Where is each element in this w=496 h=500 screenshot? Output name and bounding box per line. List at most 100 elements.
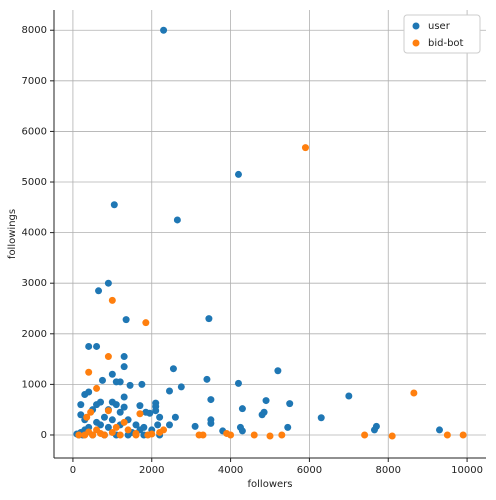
point <box>266 432 274 440</box>
legend-label: bid-bot <box>428 38 464 49</box>
point <box>83 413 91 421</box>
point <box>173 216 181 224</box>
point <box>146 409 154 417</box>
point <box>160 26 168 34</box>
y-axis-label: followings <box>7 209 18 259</box>
x-tick-label: 2000 <box>139 465 164 476</box>
point <box>126 381 134 389</box>
point <box>108 428 116 436</box>
point <box>238 405 246 413</box>
y-tick-label: 6000 <box>22 126 47 137</box>
point <box>156 413 164 421</box>
point <box>177 383 185 391</box>
point <box>132 429 140 437</box>
point <box>142 319 150 327</box>
point <box>120 363 128 371</box>
x-tick-label: 0 <box>70 465 76 476</box>
point <box>110 201 118 209</box>
point <box>93 384 101 392</box>
point <box>85 342 93 350</box>
point <box>171 413 179 421</box>
legend-box <box>403 14 481 54</box>
point <box>140 423 148 431</box>
y-tick-label: 0 <box>41 430 47 441</box>
point <box>93 342 101 350</box>
point <box>124 431 132 439</box>
point <box>85 428 93 436</box>
y-tick-label: 2000 <box>22 329 47 340</box>
point <box>108 370 116 378</box>
point <box>138 380 146 388</box>
x-tick-label: 4000 <box>218 465 243 476</box>
point <box>152 407 160 415</box>
point <box>112 378 120 386</box>
x-axis-label: followers <box>248 479 293 490</box>
legend-marker <box>412 39 420 47</box>
point <box>227 431 235 439</box>
point <box>345 392 353 400</box>
y-tick-label: 8000 <box>22 25 47 36</box>
point <box>205 315 213 323</box>
point <box>95 287 103 295</box>
point <box>136 402 144 410</box>
point <box>165 421 173 429</box>
point <box>77 401 85 409</box>
point <box>108 416 116 424</box>
point <box>370 426 378 434</box>
point <box>81 391 89 399</box>
point <box>100 413 108 421</box>
point <box>104 407 112 415</box>
point <box>234 170 242 178</box>
point <box>156 428 164 436</box>
point <box>459 431 467 439</box>
point <box>443 431 451 439</box>
point <box>124 426 132 434</box>
point <box>136 410 144 418</box>
point <box>120 418 128 426</box>
point <box>199 431 207 439</box>
point <box>388 432 396 440</box>
point <box>165 387 173 395</box>
point <box>169 365 177 373</box>
point <box>148 430 156 438</box>
point <box>207 396 215 404</box>
point <box>116 431 124 439</box>
x-tick-label: 10000 <box>451 465 483 476</box>
point <box>104 353 112 361</box>
point <box>93 418 101 426</box>
point <box>112 423 120 431</box>
y-tick-label: 4000 <box>22 228 47 239</box>
point <box>410 389 418 397</box>
point <box>238 427 246 435</box>
point <box>250 431 258 439</box>
y-tick-label: 1000 <box>22 379 47 390</box>
x-tick-label: 6000 <box>297 465 322 476</box>
point <box>98 376 106 384</box>
point <box>234 379 242 387</box>
point <box>274 367 282 375</box>
point <box>284 423 292 431</box>
legend-marker <box>412 22 420 30</box>
point <box>435 426 443 434</box>
legend-label: user <box>428 21 451 32</box>
point <box>361 431 369 439</box>
point <box>104 423 112 431</box>
point <box>278 431 286 439</box>
point <box>104 279 112 287</box>
point <box>108 296 116 304</box>
point <box>258 411 266 419</box>
y-tick-label: 5000 <box>22 177 47 188</box>
point <box>317 414 325 422</box>
point <box>122 316 130 324</box>
point <box>154 421 162 429</box>
point <box>120 353 128 361</box>
point <box>87 408 95 416</box>
point <box>286 400 294 408</box>
point <box>75 431 83 439</box>
point <box>262 397 270 405</box>
point <box>120 403 128 411</box>
point <box>207 419 215 427</box>
point <box>301 144 309 152</box>
point <box>116 408 124 416</box>
